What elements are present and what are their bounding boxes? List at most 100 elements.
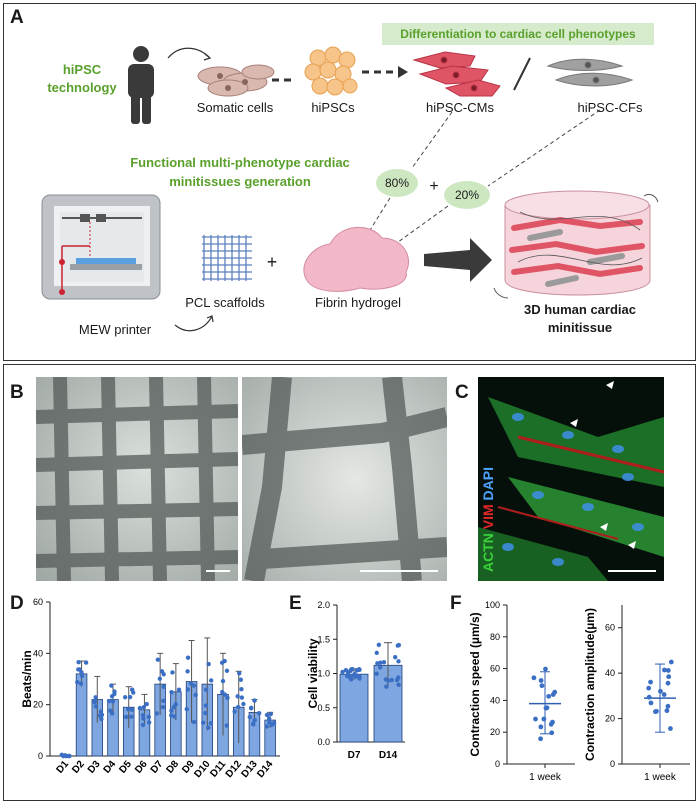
y-tick-label: 60: [490, 664, 500, 674]
data-point: [237, 671, 242, 676]
panel-c-label: C: [455, 382, 469, 403]
data-point: [206, 725, 211, 730]
data-point: [146, 714, 152, 720]
data-point: [141, 704, 147, 710]
x-tick-label: D12: [224, 759, 245, 780]
data-point: [160, 705, 166, 710]
data-point: [658, 688, 663, 694]
data-point: [235, 704, 241, 710]
data-point: [543, 666, 548, 672]
y-tick-label: 0: [495, 759, 500, 769]
data-point: [146, 720, 152, 725]
x-tick-label: D3: [86, 759, 103, 776]
result-line1: 3D human cardiac: [524, 302, 636, 317]
y-tick-label: 60: [33, 597, 43, 607]
data-point: [203, 687, 209, 692]
x-tick-label: D5: [117, 759, 134, 776]
panel-d-label: D: [10, 593, 24, 614]
fibroblasts-icon: [546, 58, 634, 87]
data-point: [251, 722, 256, 727]
x-tick-label: D11: [208, 759, 228, 780]
data-point: [392, 654, 398, 660]
data-point: [668, 659, 674, 665]
data-point: [232, 709, 237, 714]
panel-e-label: E: [289, 593, 302, 614]
x-tick-label: 1 week: [644, 772, 677, 783]
data-point: [222, 692, 228, 697]
hipsc-tech-line2: technology: [47, 80, 117, 95]
data-point: [141, 716, 146, 721]
y-tick-label: 1.0: [317, 669, 330, 679]
data-point: [93, 704, 99, 709]
y-tick-label: 40: [605, 668, 615, 678]
pct-cf-bubble: [444, 181, 490, 209]
data-point: [389, 677, 394, 683]
fluorescence-image: ACTN VIM DAPI: [478, 377, 664, 581]
diff-banner: [382, 23, 654, 45]
data-point: [550, 719, 555, 725]
data-point: [377, 665, 383, 670]
data-point: [220, 678, 226, 684]
data-point: [140, 722, 146, 728]
data-point: [383, 677, 388, 682]
data-point: [184, 706, 189, 712]
data-point: [550, 692, 556, 697]
data-point: [343, 667, 349, 673]
y-tick-label: 1.5: [317, 634, 330, 644]
plus-sign-2: +: [266, 252, 278, 272]
data-point: [110, 699, 116, 704]
x-tick-label: D4: [102, 759, 119, 776]
data-point: [224, 723, 230, 728]
x-tick-label: D10: [192, 759, 213, 780]
data-point: [648, 700, 654, 706]
panel-b-label: B: [10, 382, 24, 403]
data-point: [77, 667, 82, 672]
data-point: [264, 712, 270, 718]
y-tick-label: 0: [610, 759, 615, 769]
y-axis-label: Cell viability: [306, 638, 320, 708]
panel-bf: [3, 364, 696, 801]
x-tick-label: 1 week: [529, 772, 562, 783]
data-point: [176, 687, 182, 692]
data-point: [266, 716, 272, 721]
y-axis-label: Contraction amplitude(µm): [583, 608, 597, 761]
data-point: [191, 683, 197, 688]
data-point: [93, 695, 98, 700]
data-point: [172, 714, 177, 719]
data-point: [169, 708, 174, 713]
data-point: [238, 677, 244, 682]
fibrin-label: Fibrin hydrogel: [315, 295, 401, 310]
data-point: [541, 716, 547, 722]
data-point: [531, 675, 537, 681]
x-tick-label: D8: [165, 759, 182, 776]
data-point: [648, 679, 653, 685]
data-point: [538, 678, 544, 683]
cfs-label: hiPSC-CFs: [577, 100, 643, 115]
data-point: [661, 692, 667, 697]
data-point: [161, 684, 166, 690]
data-point: [129, 687, 135, 692]
brightfield-image-2: [242, 377, 447, 581]
data-point: [376, 642, 382, 648]
data-point: [646, 694, 652, 700]
panel-a-label: A: [10, 7, 24, 28]
data-point: [109, 683, 114, 688]
data-point: [191, 719, 197, 725]
data-point: [348, 668, 353, 674]
data-point: [340, 669, 345, 675]
data-point: [396, 675, 401, 680]
data-point: [203, 703, 209, 708]
y-axis-label: Contraction speed (µm/s): [468, 612, 482, 756]
plus-sign-1: +: [429, 178, 439, 195]
somatic-cells-icon: [197, 64, 275, 97]
data-point: [171, 704, 177, 710]
data-point: [396, 642, 402, 648]
x-tick-label: D13: [239, 759, 260, 780]
x-tick-label: D14: [379, 750, 398, 761]
data-point: [208, 721, 214, 726]
gen-title-line1: Functional multi-phenotype cardiac: [130, 155, 350, 170]
data-point: [396, 682, 401, 688]
y-tick-label: 0.0: [317, 737, 330, 747]
